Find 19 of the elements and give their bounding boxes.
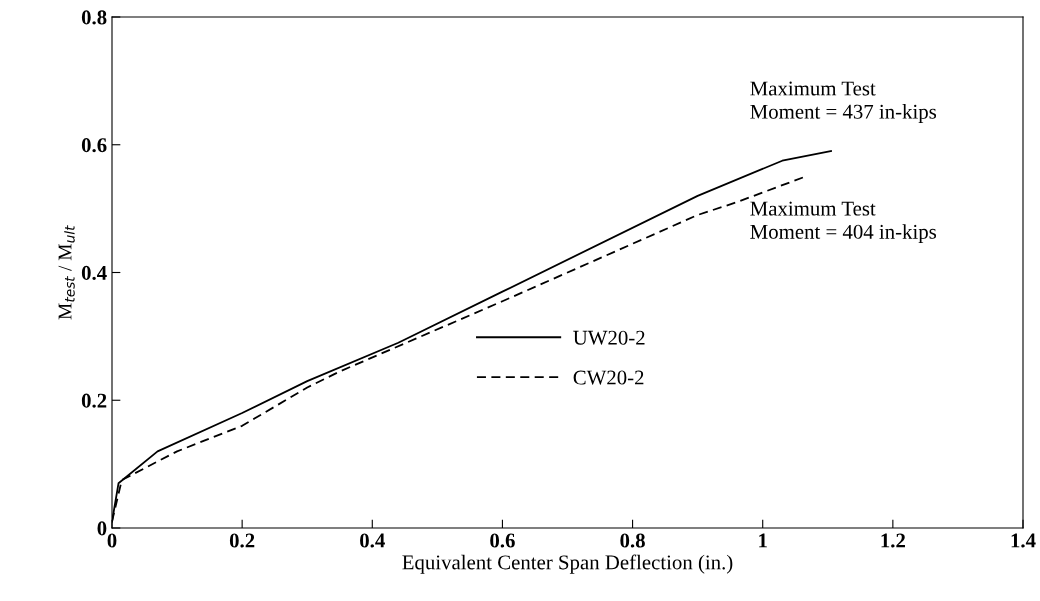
x-axis-title: Equivalent Center Span Deflection (in.) bbox=[402, 554, 733, 574]
y-axis-title: M$_{test}$ / M$_{ult}$ bbox=[58, 225, 75, 320]
x-tick-label: 1.4 bbox=[1011, 533, 1036, 548]
legend-label: UW20-2 bbox=[573, 330, 645, 345]
x-tick-label: 1 bbox=[759, 533, 767, 548]
legend-label: CW20-2 bbox=[573, 370, 644, 385]
y-tick-label: 0.4 bbox=[81, 265, 107, 281]
y-tick-label: 0.6 bbox=[81, 138, 107, 153]
annotation: Maximum Test Moment = 437 in-kips bbox=[750, 81, 937, 123]
y-tick-label: 0 bbox=[97, 521, 107, 536]
x-tick-label: 0.8 bbox=[620, 533, 645, 548]
y-tick-label: 0.2 bbox=[81, 393, 107, 408]
x-tick-label: 0 bbox=[107, 533, 117, 548]
x-tick-label: 0.6 bbox=[490, 533, 515, 548]
annotation: Maximum Test Moment = 404 in-kips bbox=[750, 201, 937, 244]
x-tick-label: 0.4 bbox=[360, 533, 385, 548]
x-tick-label: 1.2 bbox=[881, 533, 905, 548]
x-tick-label: 0.2 bbox=[229, 533, 255, 548]
y-tick-label: 0.8 bbox=[81, 10, 107, 25]
